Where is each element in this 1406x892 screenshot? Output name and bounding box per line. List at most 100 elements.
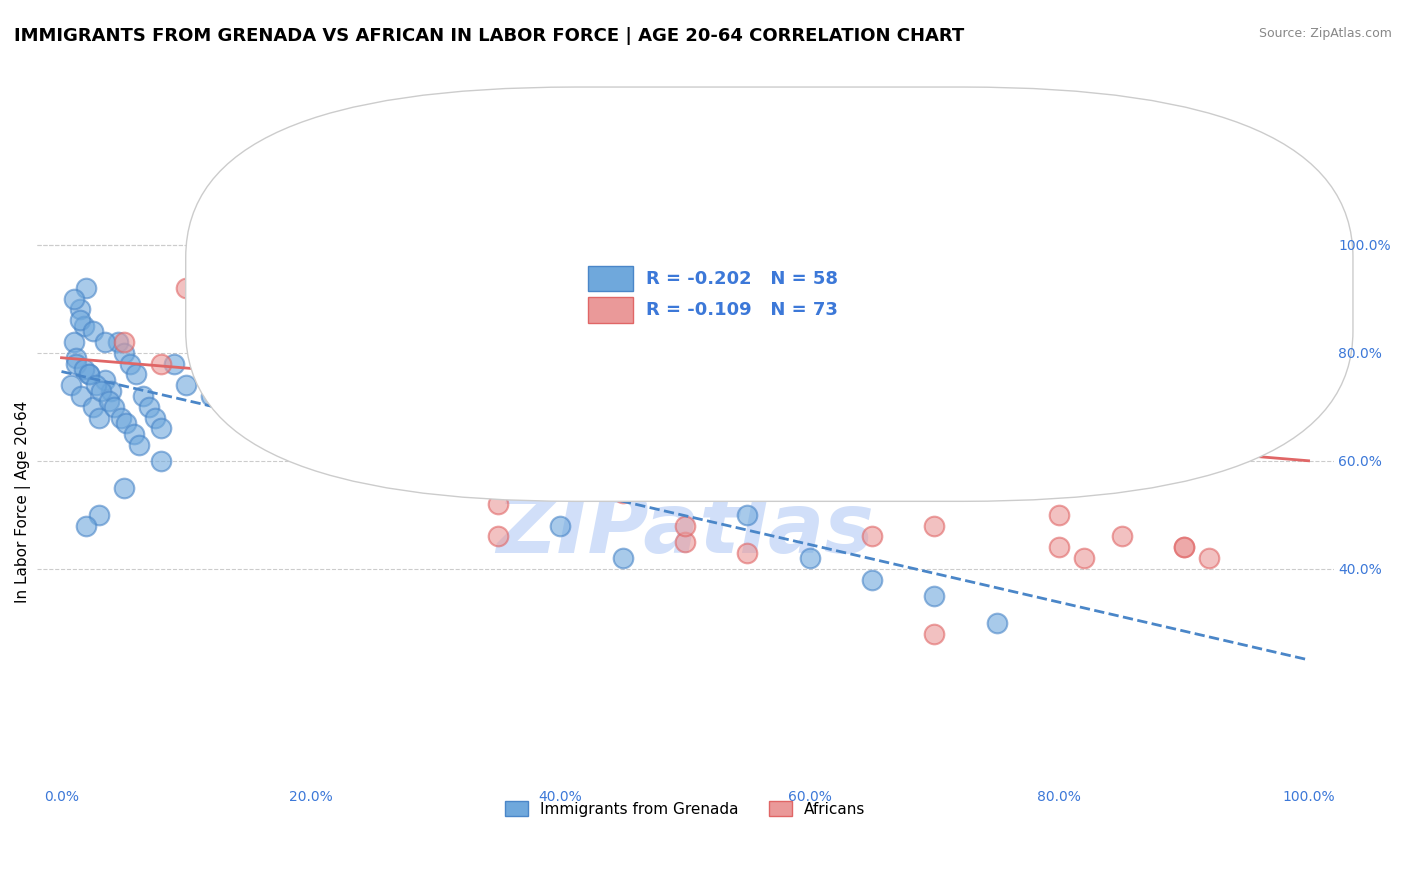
Point: [773, 410, 796, 425]
Point: [486, 497, 509, 511]
Point: [361, 410, 384, 425]
Point: [112, 481, 135, 495]
Point: [425, 334, 447, 349]
Point: [274, 345, 297, 359]
Point: [824, 368, 846, 382]
Point: [69, 302, 91, 317]
Point: [299, 281, 322, 295]
Point: [200, 302, 222, 317]
Point: [948, 389, 970, 403]
Point: [143, 410, 166, 425]
Point: [737, 400, 759, 414]
Point: [924, 626, 946, 640]
Point: [1073, 551, 1095, 566]
Point: [824, 378, 846, 392]
Point: [1024, 400, 1046, 414]
Point: [550, 518, 572, 533]
Point: [673, 373, 696, 387]
Point: [737, 442, 759, 457]
Point: [574, 345, 596, 359]
Point: [648, 368, 671, 382]
Point: [1198, 551, 1220, 566]
Bar: [588, 297, 633, 323]
Point: [75, 518, 97, 533]
Text: R = -0.109   N = 73: R = -0.109 N = 73: [647, 301, 838, 319]
Point: [799, 454, 821, 468]
Point: [986, 615, 1008, 630]
Point: [860, 378, 883, 392]
Point: [65, 351, 87, 365]
Point: [986, 378, 1008, 392]
Point: [612, 357, 634, 371]
Point: [325, 384, 347, 398]
Point: [399, 368, 422, 382]
Point: [82, 324, 104, 338]
Point: [550, 475, 572, 490]
Y-axis label: In Labor Force | Age 20-64: In Labor Force | Age 20-64: [15, 401, 31, 602]
Text: R = -0.202   N = 58: R = -0.202 N = 58: [647, 270, 838, 288]
Point: [90, 384, 112, 398]
Point: [112, 334, 135, 349]
Point: [673, 378, 696, 392]
Point: [1047, 508, 1070, 522]
Point: [70, 389, 93, 403]
Point: [174, 378, 197, 392]
Point: [550, 432, 572, 446]
Point: [924, 518, 946, 533]
Point: [150, 454, 173, 468]
Point: [97, 394, 120, 409]
Point: [361, 357, 384, 371]
Point: [986, 357, 1008, 371]
Point: [75, 281, 97, 295]
Point: [699, 389, 721, 403]
Point: [112, 345, 135, 359]
Point: [163, 357, 186, 371]
Point: [612, 486, 634, 500]
Point: [103, 400, 125, 414]
Point: [128, 437, 150, 451]
Point: [860, 465, 883, 479]
Point: [63, 334, 86, 349]
Point: [125, 368, 148, 382]
Point: [77, 368, 100, 382]
Point: [737, 508, 759, 522]
Point: [361, 394, 384, 409]
Point: [110, 410, 132, 425]
Point: [174, 281, 197, 295]
Point: [612, 551, 634, 566]
Point: [150, 421, 173, 435]
Point: [425, 426, 447, 441]
Point: [1234, 334, 1257, 349]
Point: [799, 551, 821, 566]
Point: [82, 400, 104, 414]
Point: [100, 384, 122, 398]
Point: [860, 481, 883, 495]
Point: [1111, 345, 1133, 359]
Point: [150, 357, 173, 371]
Point: [131, 389, 153, 403]
Point: [73, 362, 96, 376]
Text: IMMIGRANTS FROM GRENADA VS AFRICAN IN LABOR FORCE | AGE 20-64 CORRELATION CHART: IMMIGRANTS FROM GRENADA VS AFRICAN IN LA…: [14, 27, 965, 45]
Point: [924, 334, 946, 349]
Point: [486, 529, 509, 543]
Point: [924, 589, 946, 603]
Point: [860, 573, 883, 587]
Point: [122, 426, 145, 441]
Point: [73, 318, 96, 333]
Point: [1111, 529, 1133, 543]
Point: [737, 546, 759, 560]
Point: [799, 357, 821, 371]
Text: Source: ZipAtlas.com: Source: ZipAtlas.com: [1258, 27, 1392, 40]
Point: [299, 400, 322, 414]
Point: [238, 313, 260, 327]
Point: [94, 334, 117, 349]
Point: [65, 357, 87, 371]
Point: [1234, 410, 1257, 425]
Point: [673, 368, 696, 382]
Point: [325, 345, 347, 359]
Point: [486, 357, 509, 371]
Point: [69, 313, 91, 327]
Point: [673, 518, 696, 533]
Point: [299, 334, 322, 349]
Point: [77, 368, 100, 382]
